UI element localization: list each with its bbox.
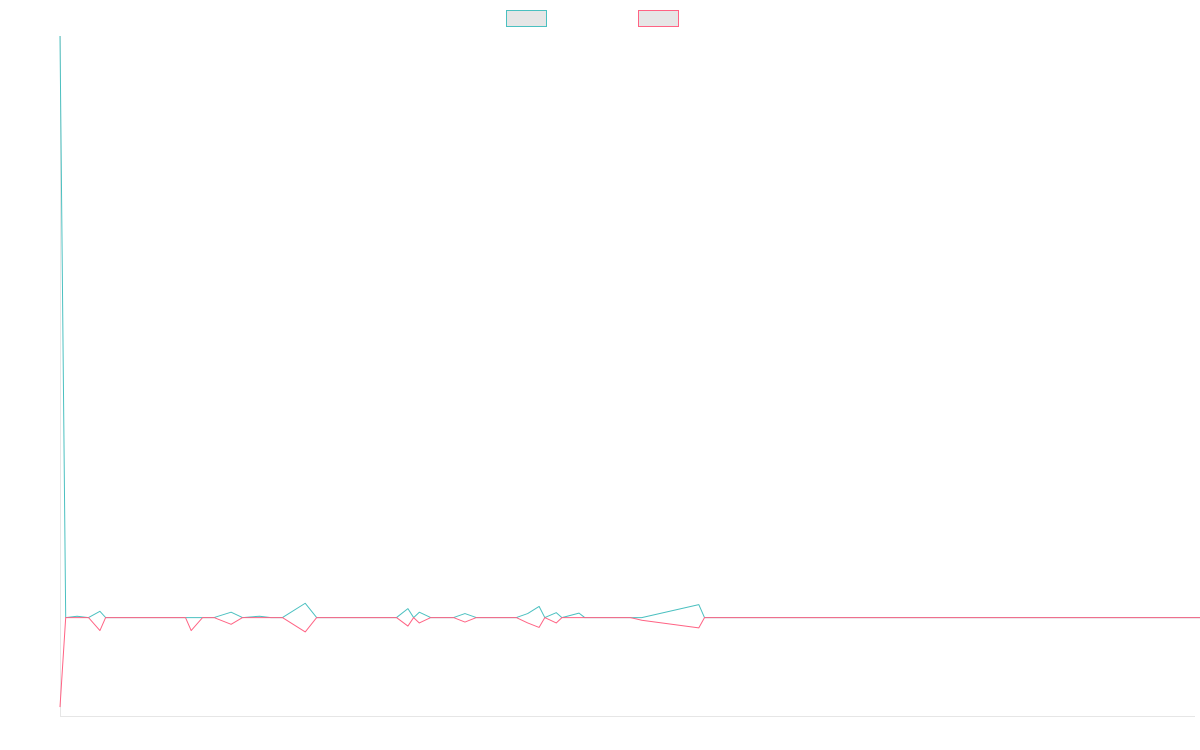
legend-swatch-1[interactable] xyxy=(506,10,547,27)
series-line-1 xyxy=(59,35,1200,619)
series-group xyxy=(59,35,1200,708)
series-line-2 xyxy=(59,617,1200,708)
legend[interactable] xyxy=(506,10,679,27)
axes xyxy=(60,36,1195,717)
legend-swatch-2[interactable] xyxy=(638,10,679,27)
